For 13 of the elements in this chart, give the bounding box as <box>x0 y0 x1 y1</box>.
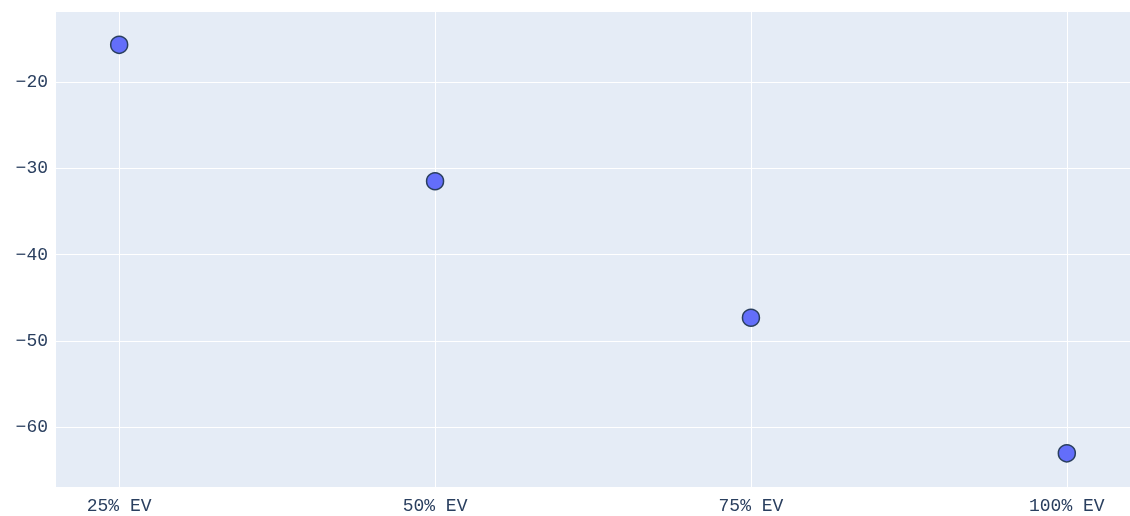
x-tick-label: 100% EV <box>1029 496 1105 516</box>
y-tick-label: −40 <box>15 244 48 265</box>
y-tick-label: −30 <box>15 158 48 179</box>
y-tick-label: −60 <box>15 417 48 438</box>
point <box>109 35 129 55</box>
x-tick-label: 50% EV <box>402 496 468 516</box>
point <box>425 172 445 191</box>
point <box>741 308 761 327</box>
x-tick-label: 75% EV <box>718 496 784 516</box>
y-tick-label: −50 <box>15 331 48 352</box>
point <box>1057 444 1077 463</box>
x-tick-label: 25% EV <box>86 496 152 516</box>
y-tick-label: −20 <box>15 71 48 92</box>
